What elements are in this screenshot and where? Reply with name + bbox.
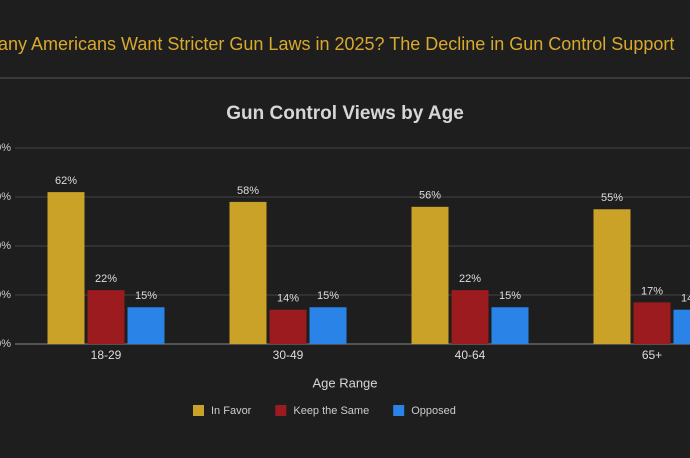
value-label: 58% bbox=[237, 185, 259, 197]
bar bbox=[128, 307, 165, 344]
chart-title: Gun Control Views by Age bbox=[226, 103, 464, 124]
bar bbox=[674, 310, 690, 344]
value-label: 22% bbox=[459, 273, 481, 285]
x-tick-label: 40-64 bbox=[455, 348, 486, 362]
bar bbox=[452, 290, 489, 344]
legend-label: Keep the Same bbox=[293, 405, 369, 417]
value-label: 15% bbox=[135, 290, 157, 302]
legend-swatch bbox=[393, 405, 404, 416]
y-tick-label: 20% bbox=[0, 289, 11, 301]
x-tick-label: 30-49 bbox=[273, 348, 304, 362]
x-tick-label: 65+ bbox=[642, 348, 662, 362]
legend-label: In Favor bbox=[211, 405, 252, 417]
page-title: any Americans Want Stricter Gun Laws in … bbox=[0, 34, 674, 54]
x-tick-label: 18-29 bbox=[91, 348, 122, 362]
y-tick-label: 0% bbox=[0, 338, 11, 350]
bar bbox=[48, 192, 85, 344]
y-tick-label: 60% bbox=[0, 191, 11, 203]
legend-swatch bbox=[275, 405, 286, 416]
bar bbox=[412, 207, 449, 344]
legend-swatch bbox=[193, 405, 204, 416]
value-label: 15% bbox=[317, 290, 339, 302]
bar bbox=[270, 310, 307, 344]
value-label: 22% bbox=[95, 273, 117, 285]
bar bbox=[594, 209, 631, 344]
value-label: 55% bbox=[601, 192, 623, 204]
bar bbox=[310, 307, 347, 344]
bar bbox=[88, 290, 125, 344]
value-label: 62% bbox=[55, 175, 77, 187]
y-tick-label: 40% bbox=[0, 240, 11, 252]
bar bbox=[230, 202, 267, 344]
x-axis-label: Age Range bbox=[312, 375, 377, 390]
value-label: 56% bbox=[419, 190, 441, 202]
legend-label: Opposed bbox=[411, 405, 456, 417]
value-label: 14% bbox=[681, 293, 690, 305]
value-label: 14% bbox=[277, 293, 299, 305]
value-label: 15% bbox=[499, 290, 521, 302]
bar bbox=[492, 307, 529, 344]
bar bbox=[634, 302, 671, 344]
value-label: 17% bbox=[641, 285, 663, 297]
y-tick-label: 80% bbox=[0, 142, 11, 154]
